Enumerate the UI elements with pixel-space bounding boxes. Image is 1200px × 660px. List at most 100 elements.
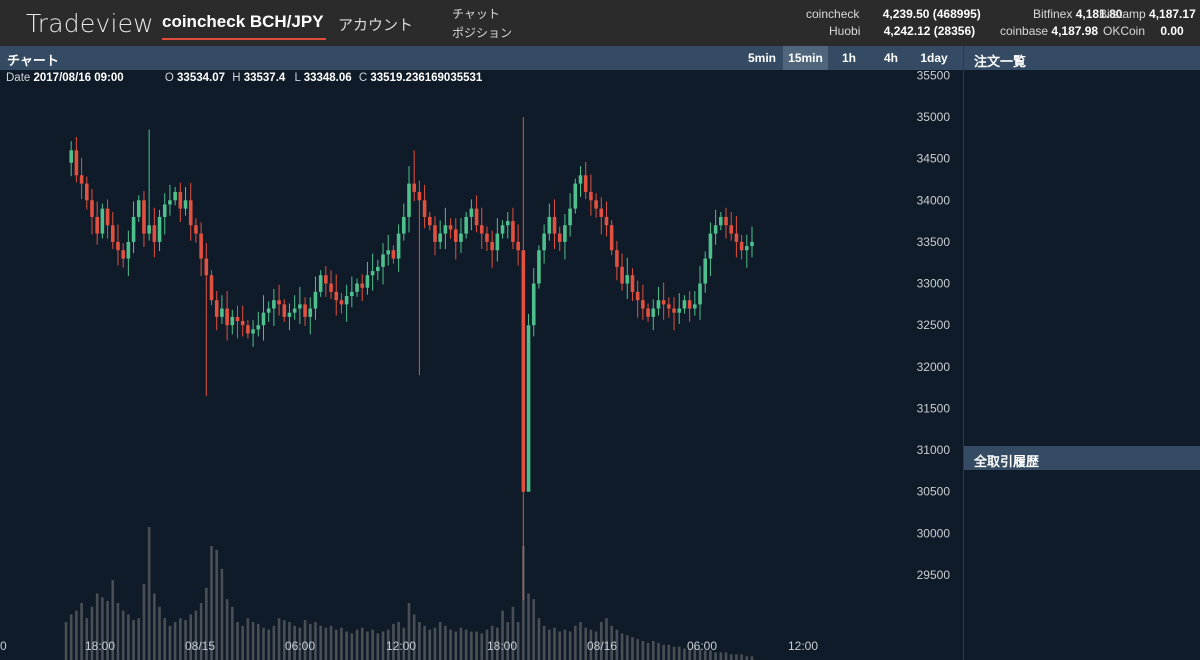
volume-bar [381,631,385,660]
candle-body [516,241,520,251]
nav-position-link[interactable]: ポジション [452,26,513,40]
orders-panel-title: 注文一覧 [974,54,1027,69]
ticker-exchange: Huobi [829,24,861,38]
candle-body [547,216,552,234]
ticker-coincheck: coincheck 4,239.50 (468995) [806,7,981,21]
volume-bar [496,627,499,660]
y-tick-label: 31500 [917,401,951,415]
candle-body [719,216,723,226]
volume-bar [615,629,619,660]
x-tick-label: 00 [0,639,7,653]
candle-body [391,250,396,259]
candle-body [188,200,193,226]
app-logo[interactable]: Tradeview [26,9,154,38]
volume-bar [298,627,302,660]
candle-body [313,291,318,309]
volume-bar [340,627,343,660]
timeframe-15min[interactable]: 15min [783,46,828,70]
x-tick-label: 08/15 [185,639,215,653]
candle-body [552,216,557,234]
candle-body [303,304,307,317]
volume-bar [308,623,312,660]
timeframe-1day[interactable]: 1day [920,51,948,65]
candle-body [230,316,235,326]
volume-bar [490,625,494,660]
nav-account-link[interactable]: アカウント [338,17,414,34]
volume-bar [314,622,317,660]
candle-body [235,316,240,322]
candle-body [448,225,453,230]
candle-body [474,208,479,226]
volume-bar [194,610,198,660]
volume-bar [412,614,416,660]
volume-bar [210,546,213,660]
volume-bar [542,625,546,660]
volume-bar [532,599,536,660]
volume-bar [589,629,593,660]
candle-body [282,304,287,317]
volume-bar [475,631,478,660]
timeframe-5min[interactable]: 5min [747,51,776,65]
y-tick-label: 32500 [917,318,951,332]
volume-bar [293,625,296,660]
candle-body [589,191,593,201]
candle-body [131,216,136,242]
candle-body [84,183,89,201]
candle-body [505,221,510,226]
volume-bar [371,629,374,660]
volume-bar [277,618,281,660]
volume-bar [605,618,608,660]
candle-body [443,225,448,234]
volume-bar [95,593,99,660]
ohlc-date-label: Date [6,72,31,84]
volume-bar [392,623,395,660]
candle-body [568,208,572,226]
volume-bar [350,633,354,660]
candle-body [168,200,172,205]
y-tick-label: 30500 [917,485,951,499]
candle-body [739,241,744,251]
volume-bar [729,654,733,660]
candle-body [656,300,661,309]
candle-body [604,216,609,226]
volume-bar [698,648,702,660]
candle-body [225,308,229,326]
nav-chat-link[interactable]: チャット [452,7,500,21]
volume-bar [724,652,728,660]
candle-body [74,150,79,176]
ohlc-high: 33537.4 [243,72,286,84]
volume-bar [407,603,411,660]
volume-bar [262,627,265,660]
ohlc-open: 33534.07 [177,72,225,84]
candle-body [251,329,255,334]
timeframe-1h[interactable]: 1h [841,51,856,65]
candle-body [178,191,183,209]
candlestick-chart[interactable]: 29500 30000 30500 31000 31500 32000 32500 33000… [0,70,963,660]
timeframe-4h[interactable]: 4h [883,51,898,65]
volume-bar [106,601,109,660]
ohlc-open-label: O [164,72,174,84]
candle-body [298,304,302,309]
volume-bar [288,622,291,660]
candle-body [121,250,125,259]
volume-bar [121,610,125,660]
volume-bar [501,610,504,660]
candle-body [583,175,588,192]
ticker-bitstamp: Bitstamp 4,187.17 [1099,7,1196,21]
ohlc-low: 33348.06 [303,72,352,84]
volume-bar [745,656,749,660]
candle-body [386,250,391,255]
volume-bar [506,622,510,660]
x-tick-label: 08/16 [587,639,617,653]
ohlc-low-label: L [294,72,301,84]
volume-bar [205,587,208,660]
nav-pair-tab[interactable]: coincheck BCH/JPY [162,12,326,40]
y-tick-label: 32000 [917,360,951,374]
candle-body [308,308,313,317]
volume-bar [485,629,489,660]
volume-bar [142,584,146,660]
candle-body [360,283,365,288]
volume-bar [548,629,551,660]
candle-body [183,200,188,209]
candle-body [194,225,198,234]
